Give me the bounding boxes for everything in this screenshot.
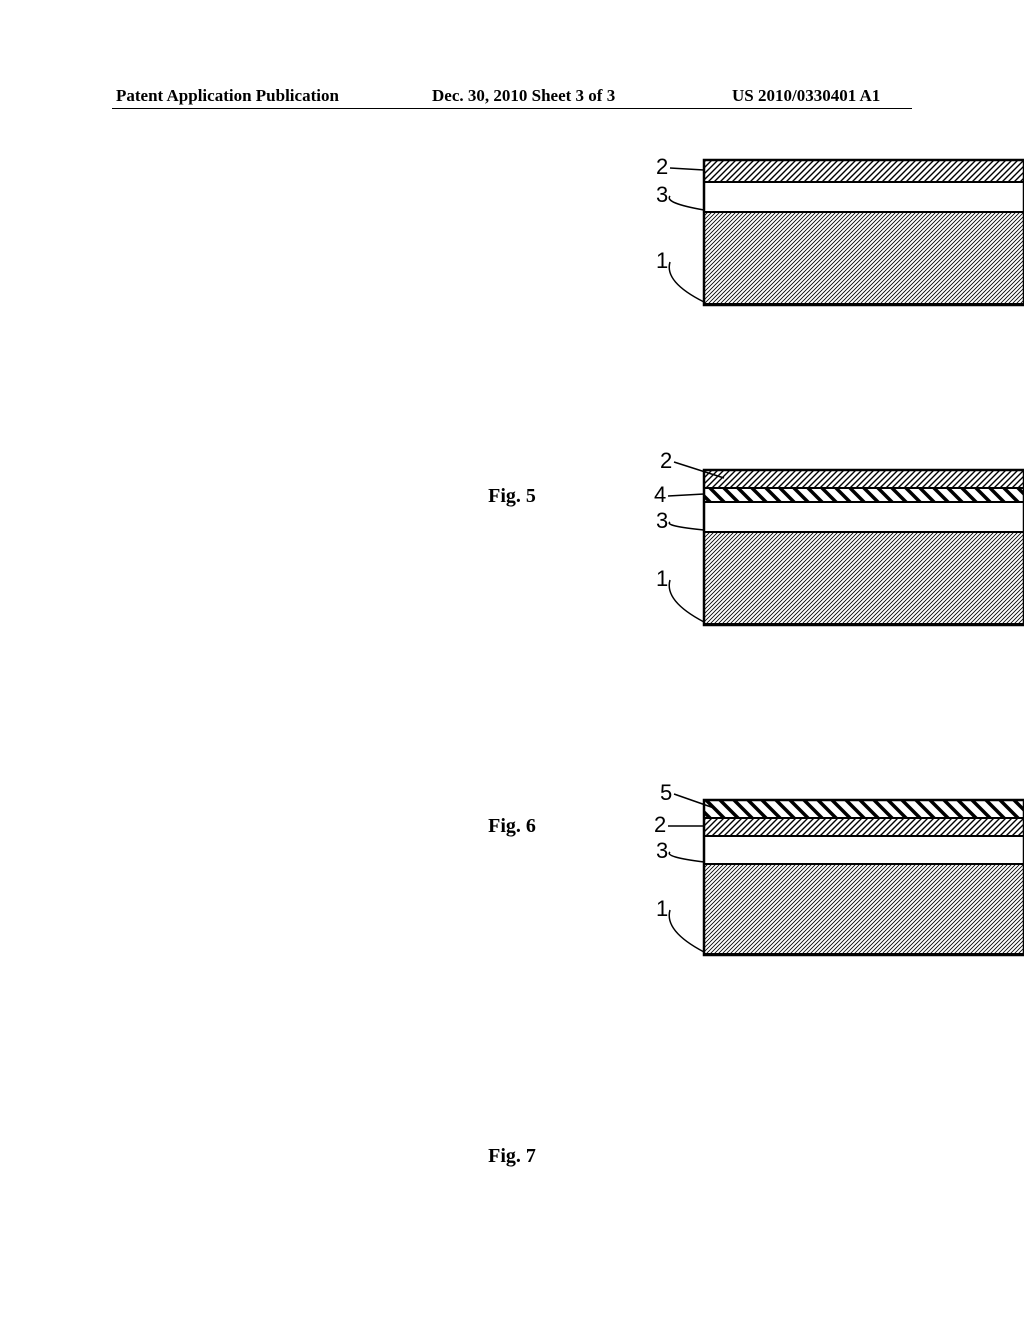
header-center: Dec. 30, 2010 Sheet 3 of 3 (432, 86, 615, 106)
header-left: Patent Application Publication (116, 86, 339, 106)
ref-label-2: 2 (654, 812, 666, 837)
layer-3 (704, 836, 1024, 864)
header-right: US 2010/0330401 A1 (732, 86, 880, 106)
layer-1 (704, 532, 1024, 624)
ref-label-2: 2 (656, 154, 668, 179)
ref-label-5: 5 (660, 780, 672, 805)
layer-diagram: 2431 (704, 470, 1024, 625)
ref-label-1: 1 (656, 566, 668, 591)
layer-1 (704, 864, 1024, 954)
ref-label-3: 3 (656, 508, 668, 533)
layer-3 (704, 502, 1024, 532)
ref-label-3: 3 (656, 838, 668, 863)
layer-diagram: 231 (704, 160, 1024, 305)
layer-2 (704, 818, 1024, 836)
figure-caption: Fig. 7 (0, 1145, 1024, 1168)
ref-label-3: 3 (656, 182, 668, 207)
layer-2 (704, 160, 1024, 182)
ref-label-4: 4 (654, 482, 666, 507)
layer-5 (704, 800, 1024, 818)
layer-2 (704, 470, 1024, 488)
ref-label-1: 1 (656, 248, 668, 273)
layer-4 (704, 488, 1024, 502)
header-rule (112, 108, 912, 109)
ref-label-2: 2 (660, 448, 672, 473)
ref-label-1: 1 (656, 896, 668, 921)
layer-3 (704, 182, 1024, 212)
figure-block: 5231 Fig. 7 (0, 800, 1024, 1168)
layer-diagram: 5231 (704, 800, 1024, 955)
layer-1 (704, 212, 1024, 304)
